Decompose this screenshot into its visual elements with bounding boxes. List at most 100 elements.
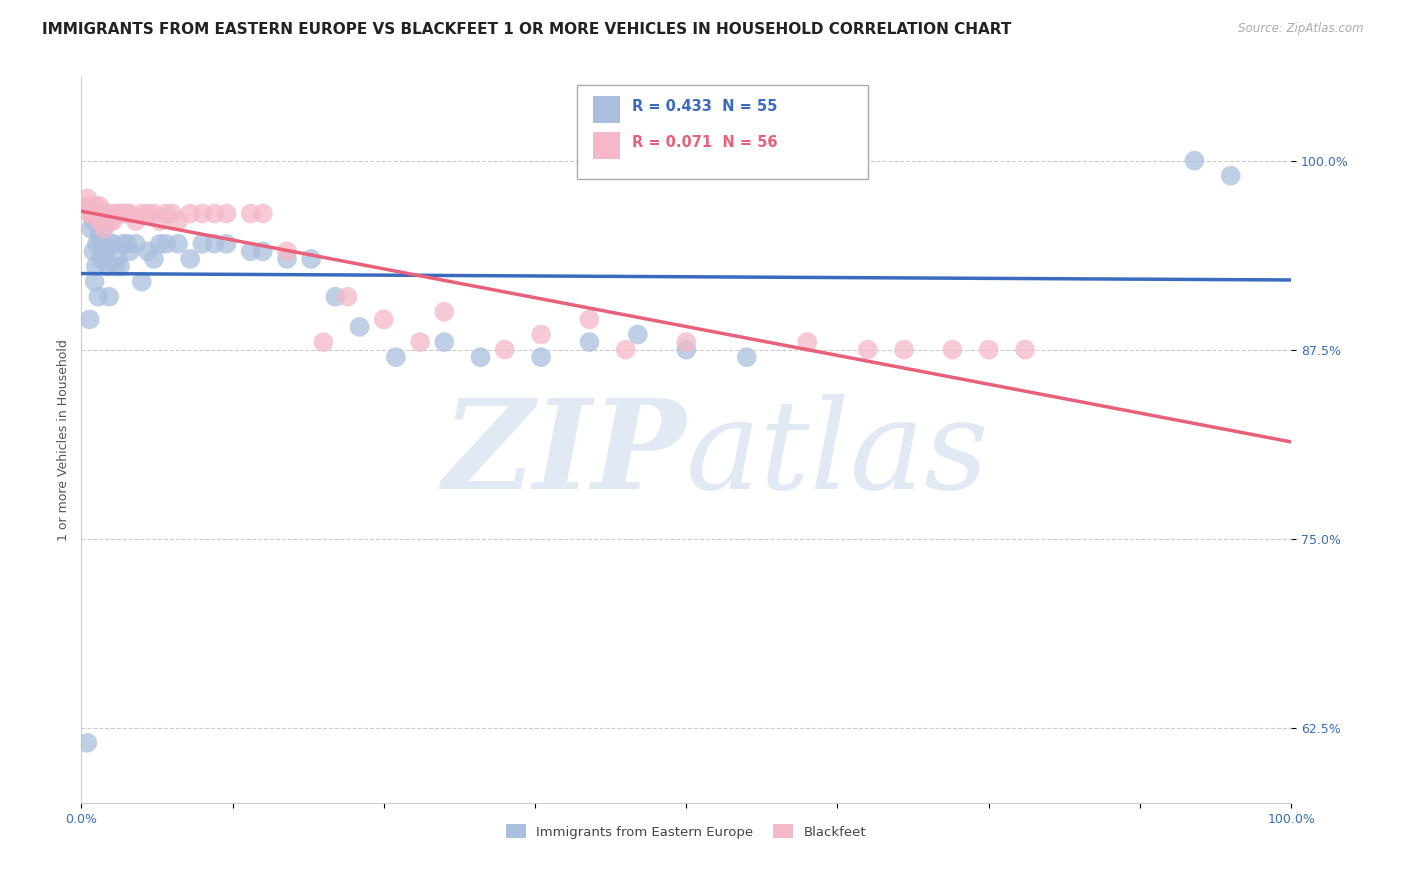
- Point: [578, 334, 600, 349]
- Point: [1014, 343, 1036, 357]
- Point: [578, 312, 600, 326]
- Point: [373, 312, 395, 326]
- Point: [136, 244, 159, 259]
- Point: [325, 290, 347, 304]
- Point: [494, 343, 516, 357]
- Point: [91, 221, 114, 235]
- Point: [104, 260, 127, 274]
- Point: [80, 221, 103, 235]
- Point: [108, 206, 131, 220]
- Point: [856, 343, 879, 357]
- Point: [675, 343, 697, 357]
- Point: [89, 199, 111, 213]
- Point: [87, 290, 110, 304]
- Point: [118, 244, 141, 259]
- Point: [409, 334, 432, 349]
- Point: [91, 236, 114, 251]
- Point: [107, 206, 129, 220]
- Point: [239, 244, 262, 259]
- Point: [90, 214, 112, 228]
- Point: [97, 260, 120, 274]
- Point: [89, 229, 111, 244]
- Point: [276, 252, 298, 266]
- Point: [202, 206, 225, 220]
- Point: [312, 334, 335, 349]
- Point: [79, 312, 101, 326]
- Point: [735, 350, 758, 364]
- Point: [94, 206, 117, 220]
- Point: [215, 206, 238, 220]
- Point: [82, 206, 104, 220]
- Point: [136, 206, 159, 220]
- Point: [202, 236, 225, 251]
- Point: [299, 252, 322, 266]
- Point: [252, 206, 274, 220]
- Text: R = 0.071  N = 56: R = 0.071 N = 56: [631, 136, 778, 150]
- Point: [82, 244, 104, 259]
- Point: [125, 214, 148, 228]
- Point: [79, 206, 101, 220]
- Point: [77, 199, 100, 213]
- Point: [167, 236, 190, 251]
- Text: ZIP: ZIP: [443, 394, 686, 516]
- Point: [89, 214, 111, 228]
- Point: [191, 206, 214, 220]
- Point: [239, 206, 262, 220]
- Point: [118, 206, 141, 220]
- Point: [167, 214, 190, 228]
- Point: [796, 334, 818, 349]
- Point: [104, 206, 127, 220]
- Point: [433, 334, 456, 349]
- Point: [155, 206, 177, 220]
- Point: [82, 206, 104, 220]
- FancyBboxPatch shape: [578, 85, 868, 179]
- Point: [82, 199, 104, 213]
- Point: [1219, 169, 1241, 183]
- Point: [1184, 153, 1206, 168]
- Point: [83, 206, 105, 220]
- Point: [142, 206, 165, 220]
- Point: [90, 252, 112, 266]
- Point: [108, 260, 131, 274]
- Point: [89, 214, 111, 228]
- Point: [80, 199, 103, 213]
- Point: [470, 350, 492, 364]
- Point: [252, 244, 274, 259]
- Point: [83, 275, 105, 289]
- Point: [86, 236, 108, 251]
- Point: [941, 343, 963, 357]
- Point: [76, 191, 98, 205]
- Text: R = 0.433  N = 55: R = 0.433 N = 55: [631, 99, 778, 114]
- Bar: [593, 95, 620, 123]
- Point: [93, 221, 115, 235]
- Point: [98, 214, 121, 228]
- Point: [627, 327, 650, 342]
- Point: [101, 236, 124, 251]
- Point: [82, 214, 104, 228]
- Point: [112, 206, 135, 220]
- Point: [125, 236, 148, 251]
- Point: [530, 350, 553, 364]
- Point: [97, 206, 120, 220]
- Legend: Immigrants from Eastern Europe, Blackfeet: Immigrants from Eastern Europe, Blackfee…: [501, 819, 872, 844]
- Point: [90, 206, 112, 220]
- Point: [100, 236, 122, 251]
- Point: [977, 343, 1000, 357]
- Point: [385, 350, 408, 364]
- Point: [84, 199, 107, 213]
- Point: [349, 320, 371, 334]
- Point: [530, 327, 553, 342]
- Point: [98, 290, 121, 304]
- Text: Source: ZipAtlas.com: Source: ZipAtlas.com: [1239, 22, 1364, 36]
- Bar: [593, 132, 620, 160]
- Point: [112, 236, 135, 251]
- Point: [276, 244, 298, 259]
- Point: [675, 334, 697, 349]
- Point: [155, 236, 177, 251]
- Point: [179, 206, 201, 220]
- Point: [76, 736, 98, 750]
- Point: [336, 290, 359, 304]
- Point: [107, 252, 129, 266]
- Point: [101, 214, 124, 228]
- Point: [149, 236, 172, 251]
